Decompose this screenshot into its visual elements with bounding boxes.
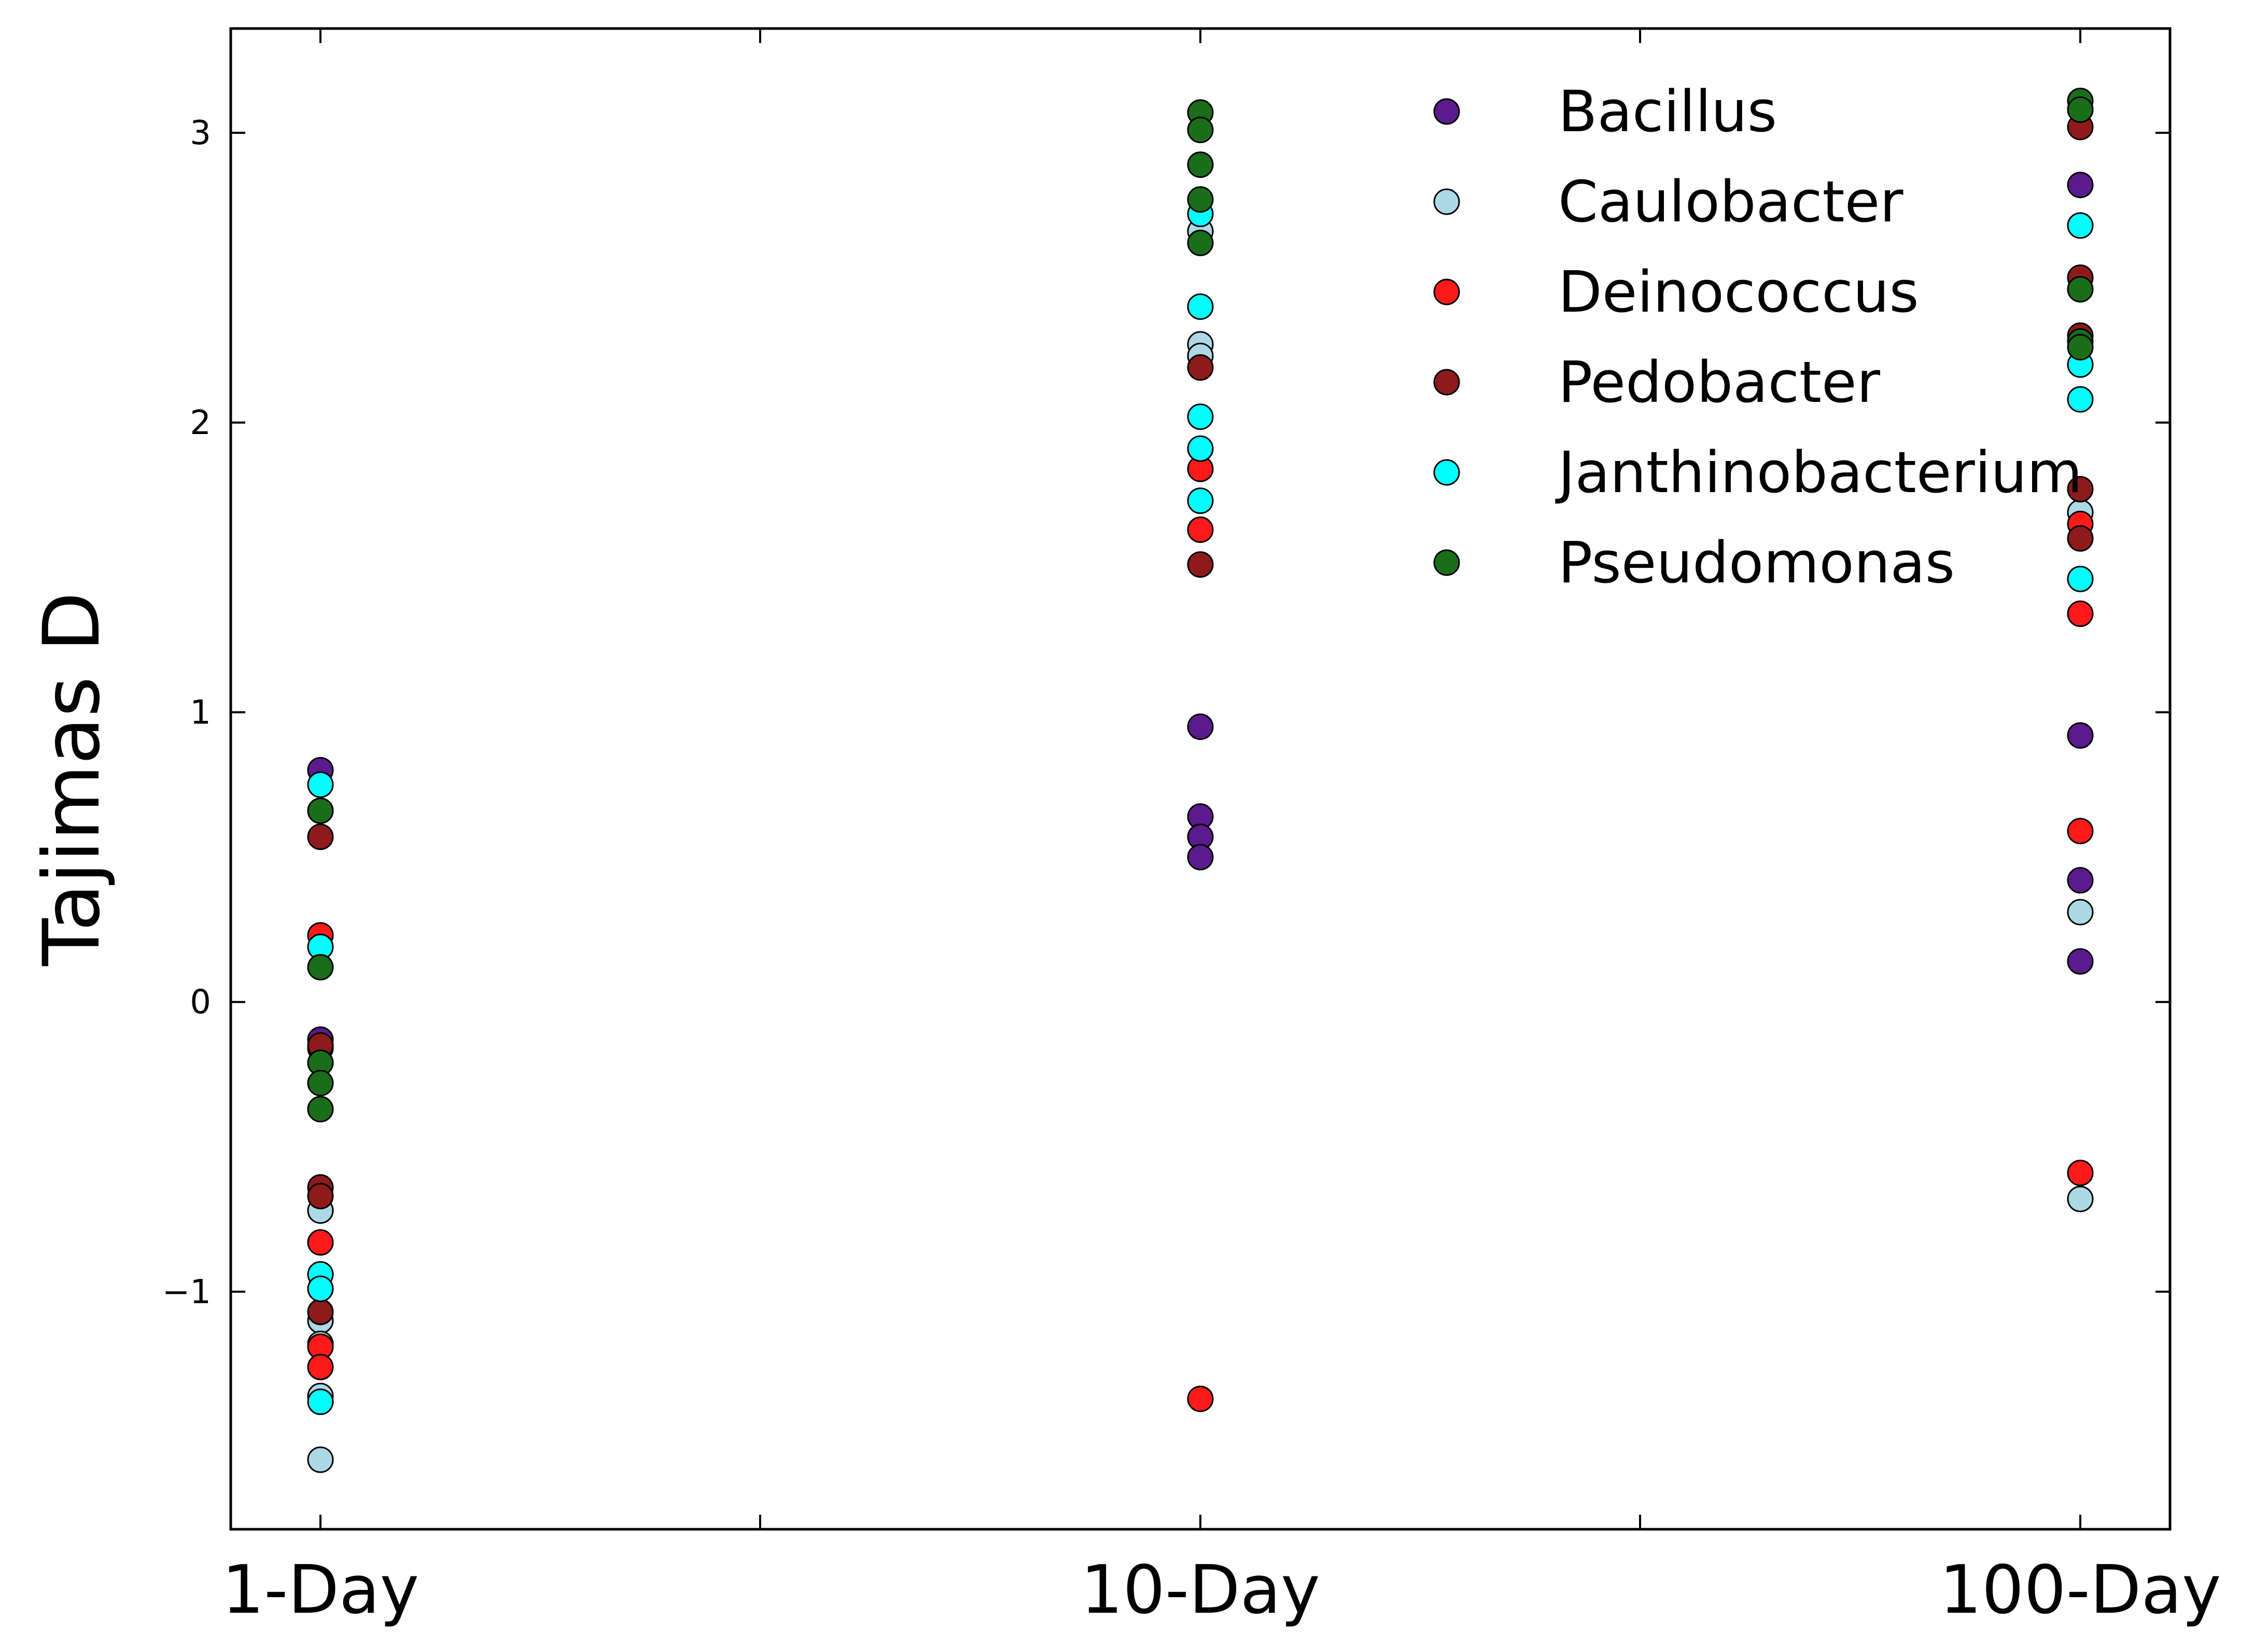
data-point-bacillus: [2067, 867, 2094, 894]
y-tick-labels: −1 0 1 2 3: [162, 114, 211, 1311]
data-point-janthinobacterium: [1187, 293, 1214, 320]
data-point-pseudomonas: [2067, 96, 2094, 123]
legend-label: Pedobacter: [1558, 349, 1881, 415]
data-point-pedobacter: [307, 823, 334, 850]
legend-marker: [1433, 549, 1460, 576]
y-tick-label: 1: [190, 694, 211, 732]
legend-label: Caulobacter: [1558, 169, 1903, 235]
data-point-pedobacter: [307, 1298, 334, 1325]
data-point-deinococcus: [2067, 600, 2094, 627]
data-point-caulobacter: [307, 1446, 334, 1473]
data-point-pseudomonas: [307, 797, 334, 824]
legend-marker: [1433, 98, 1460, 125]
y-tick-label: 2: [190, 404, 211, 442]
data-point-bacillus: [1187, 844, 1214, 871]
y-axis-label: Tajimas D: [27, 592, 117, 966]
data-point-pseudomonas: [2067, 334, 2094, 361]
legend-label: Janthinobacterium: [1555, 439, 2082, 506]
x-tick-label: 10-Day: [1081, 1552, 1320, 1629]
data-point-bacillus: [1187, 713, 1214, 740]
data-point-bacillus: [2067, 172, 2094, 199]
data-point-pedobacter: [1187, 551, 1214, 578]
data-point-deinococcus: [307, 1229, 334, 1256]
data-point-caulobacter: [2067, 899, 2094, 926]
data-point-pseudomonas: [2067, 276, 2094, 303]
data-point-janthinobacterium: [2067, 566, 2094, 593]
data-point-pseudomonas: [307, 1070, 334, 1097]
legend-label: Deinococcus: [1558, 259, 1919, 325]
plot-frame: [229, 27, 2172, 1531]
x-tick-label: 100-Day: [1939, 1552, 2221, 1629]
data-point-janthinobacterium: [307, 1388, 334, 1415]
data-point-deinococcus: [2067, 1160, 2094, 1186]
legend-marker: [1433, 459, 1460, 486]
data-point-pseudomonas: [1187, 186, 1214, 213]
y-tick-label: 3: [190, 114, 211, 152]
data-point-caulobacter: [2067, 1185, 2094, 1212]
y-tick-label: 0: [190, 983, 211, 1022]
data-point-pseudomonas: [307, 954, 334, 981]
legend: Bacillus Caulobacter Deinococcus Pedobacter…: [1433, 78, 2082, 596]
data-point-pedobacter: [307, 1183, 334, 1210]
legend-label: Pseudomonas: [1558, 529, 1955, 596]
data-point-bacillus: [2067, 948, 2094, 975]
data-point-bacillus: [2067, 722, 2094, 749]
axes-ticks: [231, 29, 2170, 1529]
legend-marker: [1433, 188, 1460, 215]
x-tick-label: 1-Day: [222, 1552, 419, 1629]
data-point-pseudomonas: [1187, 151, 1214, 178]
data-point-deinococcus: [1187, 1386, 1214, 1413]
legend-marker: [1433, 278, 1460, 305]
legend-marker: [1433, 369, 1460, 396]
legend-label: Bacillus: [1558, 78, 1777, 145]
data-point-pedobacter: [2067, 525, 2094, 552]
x-tick-labels: 1-Day 10-Day 100-Day: [222, 1552, 2221, 1629]
y-tick-label: −1: [162, 1273, 211, 1311]
data-point-pseudomonas: [307, 1096, 334, 1123]
data-point-janthinobacterium: [307, 1275, 334, 1302]
data-points: [307, 88, 2094, 1473]
data-point-deinococcus: [1187, 516, 1214, 543]
data-point-janthinobacterium: [1187, 487, 1214, 514]
data-point-deinococcus: [307, 1353, 334, 1380]
data-point-janthinobacterium: [2067, 212, 2094, 239]
data-point-janthinobacterium: [1187, 403, 1214, 430]
data-point-pseudomonas: [1187, 229, 1214, 256]
data-point-janthinobacterium: [307, 771, 334, 798]
data-point-janthinobacterium: [2067, 386, 2094, 413]
data-point-pseudomonas: [1187, 117, 1214, 144]
data-point-pedobacter: [1187, 354, 1214, 381]
data-point-janthinobacterium: [1187, 435, 1214, 462]
data-point-pedobacter: [2067, 476, 2094, 502]
data-point-deinococcus: [2067, 818, 2094, 845]
